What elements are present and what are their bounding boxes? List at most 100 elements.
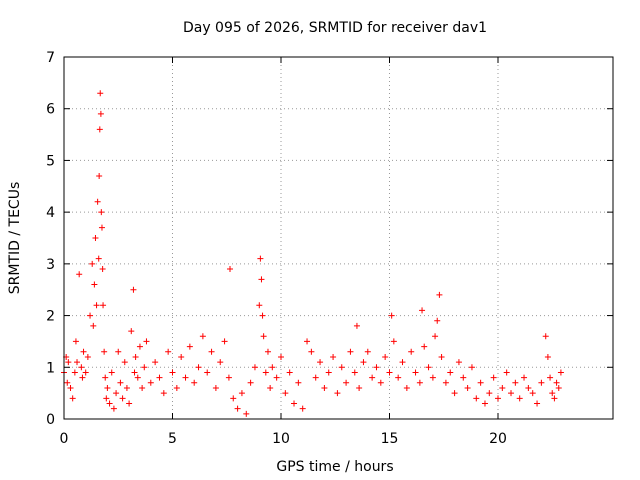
data-point xyxy=(304,338,311,345)
data-point xyxy=(169,369,176,376)
data-point xyxy=(544,353,551,360)
data-point xyxy=(299,405,306,412)
data-point xyxy=(481,400,488,407)
data-point xyxy=(399,359,406,366)
data-point xyxy=(123,384,130,391)
data-point xyxy=(191,379,198,386)
data-point xyxy=(136,343,143,350)
data-point xyxy=(473,395,480,402)
data-point xyxy=(96,172,103,179)
data-point xyxy=(89,260,96,267)
data-point xyxy=(325,369,332,376)
data-point xyxy=(76,271,83,278)
data-point xyxy=(308,348,315,355)
data-point xyxy=(553,379,560,386)
y-axis-label: SRMTID / TECUs xyxy=(7,182,23,295)
data-point xyxy=(353,322,360,329)
data-point xyxy=(208,348,215,355)
y-tick-label: 6 xyxy=(46,102,55,118)
data-point xyxy=(91,281,98,288)
data-point xyxy=(317,359,324,366)
data-point xyxy=(97,90,104,97)
data-point xyxy=(273,374,280,381)
data-point xyxy=(434,317,441,324)
data-point xyxy=(225,374,232,381)
data-point xyxy=(101,348,108,355)
data-point xyxy=(80,348,87,355)
data-point xyxy=(126,400,133,407)
data-point xyxy=(128,328,135,335)
data-point xyxy=(386,369,393,376)
data-point xyxy=(460,374,467,381)
data-point xyxy=(71,369,78,376)
x-axis-label: GPS time / hours xyxy=(276,459,393,475)
data-point xyxy=(262,369,269,376)
y-tick-label: 0 xyxy=(46,412,55,428)
data-point xyxy=(388,312,395,319)
data-point xyxy=(106,400,113,407)
data-point xyxy=(94,198,101,205)
data-point xyxy=(258,276,265,283)
grid-lines xyxy=(64,57,613,419)
y-tick-label: 2 xyxy=(46,309,55,325)
data-point xyxy=(356,384,363,391)
data-point xyxy=(90,322,97,329)
data-point xyxy=(499,384,506,391)
data-point xyxy=(516,395,523,402)
data-point xyxy=(432,333,439,340)
data-point xyxy=(160,390,167,397)
data-point xyxy=(343,379,350,386)
data-point xyxy=(260,333,267,340)
data-point xyxy=(117,379,124,386)
data-point xyxy=(165,348,172,355)
data-point xyxy=(230,395,237,402)
data-point xyxy=(416,379,423,386)
data-point xyxy=(369,374,376,381)
data-point xyxy=(221,338,228,345)
y-tick-label: 7 xyxy=(46,50,55,66)
data-point xyxy=(555,384,562,391)
data-point xyxy=(330,353,337,360)
data-point xyxy=(267,384,274,391)
data-point xyxy=(286,369,293,376)
data-point xyxy=(547,374,554,381)
data-point xyxy=(234,405,241,412)
data-point xyxy=(521,374,528,381)
data-point xyxy=(351,369,358,376)
data-point xyxy=(78,364,85,371)
data-point xyxy=(277,353,284,360)
data-point xyxy=(119,395,126,402)
data-point xyxy=(377,379,384,386)
data-point xyxy=(395,374,402,381)
data-points xyxy=(61,90,564,417)
data-point xyxy=(447,369,454,376)
data-point xyxy=(477,379,484,386)
data-point xyxy=(108,369,115,376)
data-point xyxy=(186,343,193,350)
data-point xyxy=(455,359,462,366)
data-point xyxy=(173,384,180,391)
data-point xyxy=(98,224,105,231)
data-point xyxy=(217,359,224,366)
x-tick-label: 10 xyxy=(272,431,290,447)
data-point xyxy=(436,291,443,298)
data-point xyxy=(538,379,545,386)
data-point xyxy=(93,302,100,309)
data-point xyxy=(131,369,138,376)
data-point xyxy=(97,110,104,117)
data-point xyxy=(334,390,341,397)
data-point xyxy=(195,364,202,371)
data-point xyxy=(269,364,276,371)
data-point xyxy=(438,353,445,360)
data-point xyxy=(291,400,298,407)
data-point xyxy=(321,384,328,391)
data-point xyxy=(490,374,497,381)
data-point xyxy=(152,359,159,366)
data-point xyxy=(542,333,549,340)
data-point xyxy=(551,395,558,402)
data-point xyxy=(503,369,510,376)
data-point xyxy=(243,410,250,417)
data-point xyxy=(238,390,245,397)
data-point xyxy=(508,390,515,397)
